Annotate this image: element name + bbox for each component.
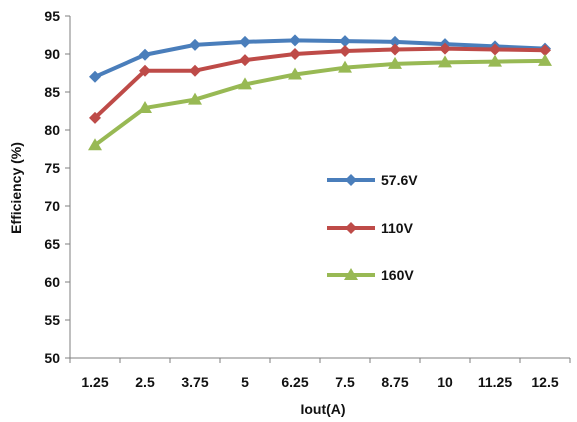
data-point-57-6v	[389, 35, 401, 48]
y-tick-label: 55	[44, 312, 60, 328]
x-tick-label: 10	[437, 374, 453, 390]
data-point-57-6v	[289, 34, 301, 47]
axes	[65, 15, 571, 363]
x-tick-label: 12.5	[531, 374, 558, 390]
legend: 57.6V 110V 160V	[327, 172, 418, 283]
legend-item-160v: 160V	[327, 267, 414, 283]
data-point-57-6v	[189, 38, 201, 51]
y-tick-label: 95	[44, 8, 60, 24]
legend-item-110v: 110V	[327, 220, 414, 236]
series-110v	[89, 42, 551, 124]
series-line-160v	[93, 58, 547, 148]
x-tick-label: 5	[241, 374, 249, 390]
y-tick-label: 60	[44, 274, 60, 290]
data-point-160v	[538, 53, 552, 66]
series-line-57-6v	[93, 38, 547, 79]
data-point-110v	[489, 43, 501, 56]
x-tick-label: 8.75	[381, 374, 408, 390]
data-point-160v	[238, 77, 252, 90]
y-tick-label: 50	[44, 350, 60, 366]
data-point-160v	[88, 138, 102, 151]
x-tick-label: 11.25	[478, 374, 512, 390]
data-point-110v	[439, 42, 451, 55]
x-axis-title: Iout(A)	[300, 401, 345, 417]
x-tick-label: 1.25	[81, 374, 108, 390]
data-point-160v	[438, 55, 452, 68]
series-160v	[88, 53, 552, 151]
legend-label: 160V	[381, 267, 414, 283]
y-tick-label: 65	[44, 236, 60, 252]
data-point-160v	[288, 67, 302, 80]
x-tick-label: 6.25	[281, 374, 308, 390]
series-57-6v	[89, 34, 551, 83]
x-tick-label: 7.5	[335, 374, 355, 390]
y-tick-label: 90	[44, 46, 60, 62]
legend-item-57-6v: 57.6V	[327, 172, 418, 188]
data-point-57-6v	[89, 70, 101, 83]
data-point-57-6v	[339, 35, 351, 48]
data-point-160v	[338, 60, 352, 73]
data-point-160v	[388, 56, 402, 69]
y-tick-label: 70	[44, 198, 60, 214]
x-tick-label: 2.5	[135, 374, 155, 390]
data-point-110v	[339, 44, 351, 57]
data-point-110v	[139, 64, 151, 77]
data-point-110v	[539, 44, 551, 57]
data-point-110v	[189, 64, 201, 77]
y-tick-labels: 50 55 60 65 70 75 80 85 90 95	[44, 8, 60, 366]
data-point-160v	[188, 92, 202, 105]
series-line-110v	[93, 46, 547, 120]
y-tick-label: 80	[44, 122, 60, 138]
data-point-110v	[389, 43, 401, 56]
series-layer	[88, 34, 552, 151]
y-tick-label: 75	[44, 160, 60, 176]
x-tick-label: 3.75	[181, 374, 208, 390]
y-tick-label: 85	[44, 84, 60, 100]
data-point-110v	[239, 54, 251, 67]
legend-marker	[345, 174, 357, 186]
data-point-57-6v	[239, 35, 251, 48]
data-point-110v	[289, 48, 301, 60]
data-point-160v	[138, 100, 152, 113]
x-tick-labels: 1.25 2.5 3.75 5 6.25 7.5 8.75 10 11.25 12.5	[81, 374, 558, 390]
data-point-57-6v	[139, 48, 151, 61]
data-point-160v	[488, 54, 502, 67]
legend-marker	[345, 222, 357, 234]
data-point-110v	[89, 111, 101, 124]
legend-marker	[344, 268, 358, 280]
legend-label: 110V	[381, 220, 414, 236]
legend-label: 57.6V	[381, 172, 418, 188]
y-axis-title: Efficiency (%)	[8, 142, 24, 234]
